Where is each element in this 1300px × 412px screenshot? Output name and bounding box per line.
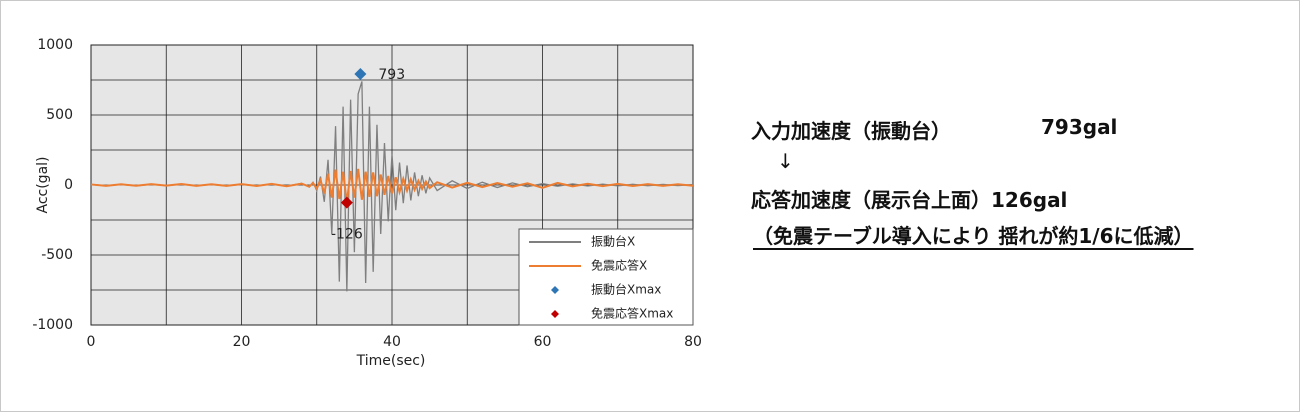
y-tick-label: -1000 xyxy=(32,317,73,333)
x-tick-label: 60 xyxy=(534,334,552,350)
legend-swatch xyxy=(551,310,559,318)
legend-label: 振動台X xyxy=(591,234,635,249)
marker-label: 793 xyxy=(378,67,405,83)
summary-note: （免震テーブル導入により 揺れが約1/6に低減） xyxy=(753,224,1194,248)
y-tick-label: 500 xyxy=(46,107,73,123)
y-tick-label: -500 xyxy=(41,247,73,263)
chart: Time(sec) Acc(gal) 0 20 40 60 80 -1000 -500 0 50… xyxy=(32,37,702,369)
x-axis-label: Time(sec) xyxy=(356,353,426,369)
x-tick-label: 0 xyxy=(87,334,96,350)
max-marker xyxy=(340,196,353,209)
y-axis-label: Acc(gal) xyxy=(35,156,51,213)
x-tick-label: 20 xyxy=(233,334,251,350)
summary-line: 応答加速度（展示台上面）126gal xyxy=(751,188,1068,212)
legend-box xyxy=(518,228,694,326)
y-tick-label: 1000 xyxy=(37,37,73,53)
x-tick-label: 80 xyxy=(684,334,702,350)
marker-label: -126 xyxy=(331,227,363,243)
legend-swatch xyxy=(551,286,559,294)
summary-value: 793gal xyxy=(1041,115,1118,139)
legend-label: 免震応答Xmax xyxy=(591,306,673,321)
summary-label: 入力加速度（振動台） xyxy=(751,119,951,143)
series-line xyxy=(90,168,694,203)
max-marker xyxy=(354,67,367,80)
arrow: ↓ xyxy=(777,149,794,173)
legend-label: 振動台Xmax xyxy=(591,282,661,297)
legend-label: 免震応答X xyxy=(591,258,647,273)
x-tick-label: 40 xyxy=(383,334,401,350)
y-tick-label: 0 xyxy=(64,177,73,193)
